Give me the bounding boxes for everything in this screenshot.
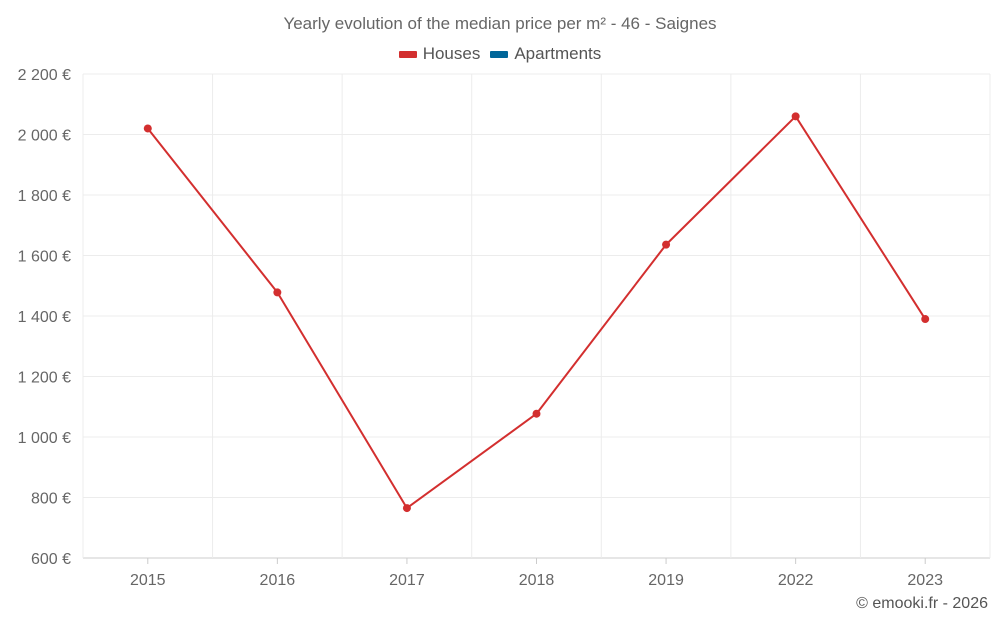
legend-swatch-houses	[398, 50, 417, 58]
y-tick-label: 1 600 €	[18, 249, 71, 266]
legend-item-apartments[interactable]: Apartments	[490, 44, 601, 64]
x-tick-label: 2018	[519, 572, 555, 589]
x-tick-label: 2022	[778, 572, 814, 589]
x-tick-label: 2019	[648, 572, 684, 589]
legend: Houses Apartments	[0, 44, 1000, 64]
series-layer	[143, 112, 930, 513]
y-tick-label: 600 €	[31, 551, 71, 568]
legend-label-houses: Houses	[422, 44, 481, 63]
data-point-houses-2019[interactable]	[662, 240, 671, 249]
y-tick-label: 800 €	[31, 491, 71, 508]
y-axis: 600 € 800 € 1 000 € 1 200 € 1 400 € 1 600 € 1 …	[18, 67, 71, 568]
y-tick-label: 1 800 €	[18, 188, 71, 205]
x-tick-label: 2016	[260, 572, 296, 589]
x-tick-label: 2017	[389, 572, 425, 589]
legend-item-houses[interactable]: Houses	[398, 44, 481, 64]
data-point-houses-2016[interactable]	[273, 288, 282, 297]
data-point-houses-2018[interactable]	[532, 409, 541, 418]
credit-text: © emooki.fr - 2026	[856, 595, 988, 612]
legend-swatch-apartments	[490, 50, 509, 58]
data-point-houses-2023[interactable]	[921, 315, 930, 324]
grid-lines	[82, 73, 991, 559]
chart-title: Yearly evolution of the median price per…	[283, 14, 717, 33]
data-point-houses-2015[interactable]	[143, 124, 152, 133]
series-line-houses	[147, 115, 927, 510]
y-tick-label: 2 000 €	[18, 128, 71, 145]
data-point-houses-2022[interactable]	[791, 112, 800, 121]
x-tick-label: 2015	[130, 572, 166, 589]
y-tick-label: 1 000 €	[18, 430, 71, 447]
x-tick-label: 2023	[907, 572, 943, 589]
data-point-houses-2017[interactable]	[402, 504, 411, 513]
y-tick-label: 2 200 €	[18, 67, 71, 84]
legend-label-apartments: Apartments	[514, 44, 602, 63]
y-tick-label: 1 400 €	[18, 309, 71, 326]
x-axis: 2015 2016 2017 2018 2019 2022 2023	[130, 558, 943, 589]
y-tick-label: 1 200 €	[18, 370, 71, 387]
